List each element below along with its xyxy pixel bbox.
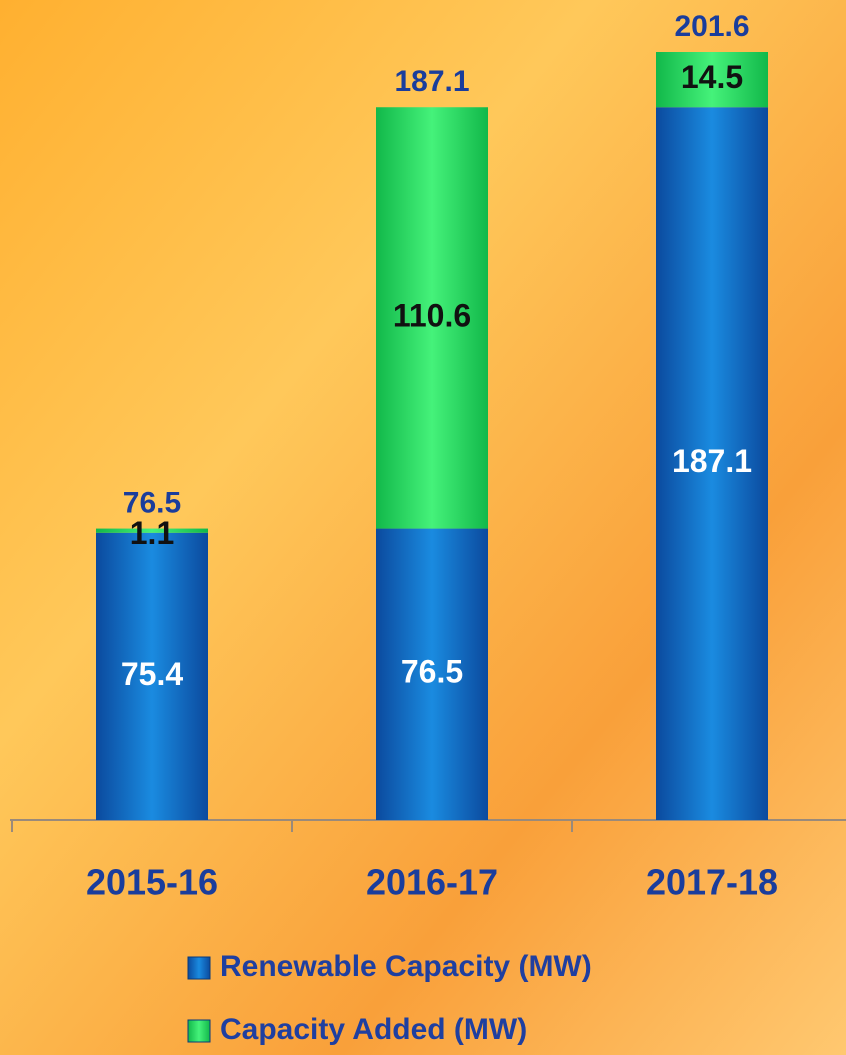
value-label: 1.1 <box>130 515 174 551</box>
bar-segment <box>96 532 208 820</box>
bar-segment <box>656 52 768 108</box>
total-label: 187.1 <box>394 65 469 98</box>
total-label: 201.6 <box>674 10 749 43</box>
bar-segment <box>376 528 488 820</box>
value-label: 75.4 <box>121 656 183 692</box>
legend-label: Capacity Added (MW) <box>220 1013 527 1046</box>
value-label: 76.5 <box>401 654 463 690</box>
total-label: 76.5 <box>123 486 181 519</box>
legend-label: Renewable Capacity (MW) <box>220 950 592 983</box>
value-label: 110.6 <box>393 297 471 333</box>
legend-swatch <box>187 1019 211 1043</box>
bar-segment <box>96 528 208 533</box>
value-label: 14.5 <box>681 59 743 95</box>
legend-swatch <box>187 956 211 980</box>
bar-segment <box>376 107 488 529</box>
value-label: 187.1 <box>672 443 752 479</box>
bar-segment <box>656 107 768 820</box>
x-tick-label: 2017-18 <box>646 862 778 903</box>
x-tick-label: 2015-16 <box>86 862 218 903</box>
x-tick-label: 2016-17 <box>366 862 498 903</box>
